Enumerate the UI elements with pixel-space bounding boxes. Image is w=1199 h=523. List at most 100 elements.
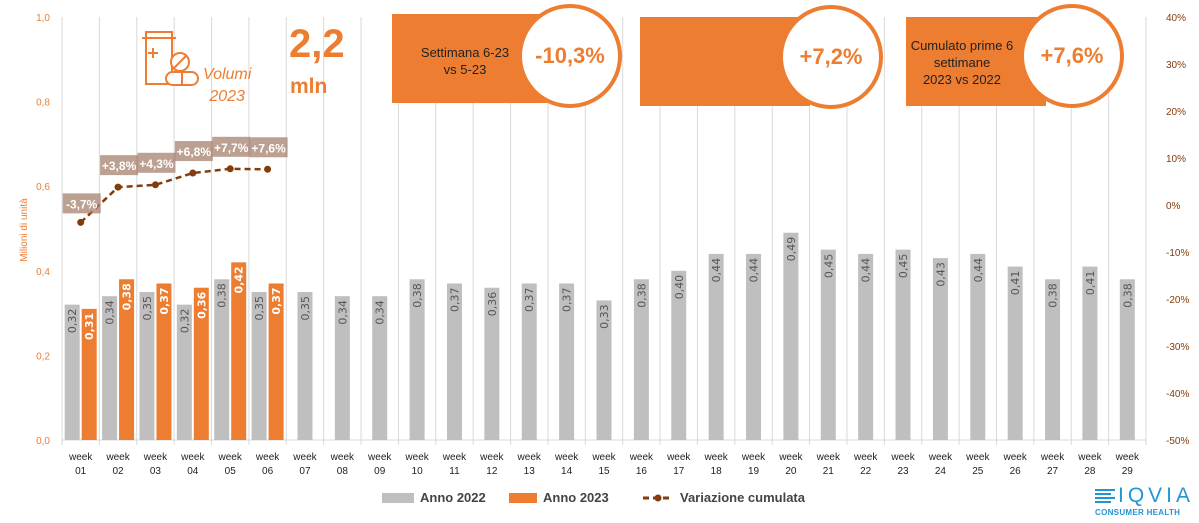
y2-tick-label: 0% bbox=[1166, 201, 1181, 212]
x-tick-label: week bbox=[479, 452, 504, 463]
x-tick-label-number: 06 bbox=[262, 466, 274, 477]
x-tick-label-number: 02 bbox=[113, 466, 125, 477]
bar-2022-label: 0,40 bbox=[673, 275, 686, 300]
x-tick-label: week bbox=[105, 452, 130, 463]
x-axis: week 01 week 02 week 03 week 04 week 05 week 06 week… bbox=[68, 452, 1140, 477]
x-tick-label-number: 18 bbox=[711, 466, 723, 477]
x-tick-label: week bbox=[890, 452, 915, 463]
cumulative-label-box bbox=[100, 155, 139, 176]
cumulative-line-point bbox=[114, 183, 122, 191]
x-tick-label-number: 12 bbox=[486, 466, 498, 477]
x-tick-label: week bbox=[255, 452, 280, 463]
cumulative-label-box bbox=[62, 193, 101, 214]
x-tick-label: week bbox=[404, 452, 429, 463]
x-tick-label-number: 24 bbox=[935, 466, 947, 477]
x-tick-label: week bbox=[666, 452, 691, 463]
bar-2022 bbox=[214, 279, 230, 440]
bar-2022-label: 0,32 bbox=[178, 309, 191, 334]
volumi-label: Volumi 2023 bbox=[203, 66, 252, 105]
x-tick-label-number: 10 bbox=[412, 466, 424, 477]
bar-2022-label: 0,38 bbox=[216, 283, 229, 308]
y2-tick-label: 20% bbox=[1166, 107, 1186, 118]
bar-2022 bbox=[783, 232, 799, 440]
legend-2022: Anno 2022 bbox=[382, 490, 486, 505]
bar-2022-label: 0,41 bbox=[1009, 271, 1022, 296]
x-tick-label: week bbox=[517, 452, 542, 463]
bar-2023 bbox=[81, 308, 97, 440]
x-tick-label: week bbox=[367, 452, 392, 463]
bar-2022 bbox=[446, 283, 462, 440]
x-tick-label: week bbox=[554, 452, 579, 463]
x-tick-label: week bbox=[928, 452, 953, 463]
cumulative-label-box bbox=[174, 141, 213, 162]
bar-2022 bbox=[596, 300, 612, 440]
x-tick-label-number: 26 bbox=[1010, 466, 1022, 477]
x-tick-label-number: 04 bbox=[187, 466, 199, 477]
y-tick-label: 0,0 bbox=[36, 436, 50, 447]
legend-2023: Anno 2023 bbox=[509, 490, 609, 505]
bar-2022 bbox=[1045, 279, 1061, 440]
bar-2022-label: 0,34 bbox=[104, 300, 117, 325]
x-tick-label-number: 23 bbox=[897, 466, 909, 477]
bar-2022 bbox=[64, 304, 80, 440]
kpi-circle-cumulative: +7,6% bbox=[1020, 4, 1124, 108]
x-tick-label-number: 17 bbox=[673, 466, 685, 477]
x-tick-label-number: 13 bbox=[524, 466, 536, 477]
cumulative-label: +7,6% bbox=[251, 141, 286, 155]
y-tick-label: 0,6 bbox=[36, 182, 50, 193]
y2-tick-label: 30% bbox=[1166, 60, 1186, 71]
bar-2023-label: 0,38 bbox=[121, 283, 134, 310]
bar-2022-label: 0,43 bbox=[934, 262, 947, 287]
total-volume-unit: mln bbox=[290, 75, 328, 98]
x-tick-label-number: 03 bbox=[150, 466, 162, 477]
pill-bottle-icon bbox=[140, 30, 202, 88]
bar-2022-label: 0,38 bbox=[635, 283, 648, 308]
y-axis-title: Milioni di unità bbox=[19, 198, 30, 262]
y-tick-label: 0,8 bbox=[36, 98, 50, 109]
bar-2023-label: 0,37 bbox=[270, 287, 283, 314]
bar-2022-label: 0,36 bbox=[486, 292, 499, 317]
legend-swatch-2023 bbox=[509, 492, 537, 503]
x-tick-label-number: 20 bbox=[785, 466, 797, 477]
bar-2022 bbox=[139, 291, 155, 440]
bar-2022-label: 0,44 bbox=[860, 258, 873, 283]
bar-2022 bbox=[102, 296, 118, 440]
cumulative-label: +6,8% bbox=[177, 145, 212, 159]
bar-2022 bbox=[708, 253, 724, 440]
cumulative-line-point bbox=[77, 218, 85, 226]
x-tick-label: week bbox=[816, 452, 841, 463]
bar-2023 bbox=[156, 283, 172, 440]
cumulative-line-path bbox=[79, 167, 268, 224]
y2-tick-label: 40% bbox=[1166, 13, 1186, 24]
y2-tick-label: -40% bbox=[1166, 389, 1189, 400]
bar-2023 bbox=[268, 283, 284, 440]
cumulative-label: +4,3% bbox=[139, 157, 174, 171]
x-tick-label-number: 14 bbox=[561, 466, 573, 477]
bar-2022-label: 0,49 bbox=[785, 237, 798, 261]
y-axis-right: -50% -40% -30% -20% -10% 0% 10% 20% 30% 40% bbox=[1166, 13, 1189, 447]
bar-2022-label: 0,44 bbox=[748, 258, 761, 283]
x-tick-label-number: 05 bbox=[225, 466, 237, 477]
cumulative-line-point bbox=[264, 165, 272, 173]
x-tick-label: week bbox=[629, 452, 654, 463]
x-tick-label: week bbox=[442, 452, 467, 463]
kpi-box-week-change-label: Settimana 6-23 vs 5-23 bbox=[420, 45, 510, 77]
iqvia-logo: IQVIA CONSUMER HEALTH bbox=[1095, 484, 1195, 517]
bar-2023-label: 0,42 bbox=[233, 266, 246, 293]
y2-tick-label: -20% bbox=[1166, 295, 1189, 306]
kpi-box-cumulative-label: Cumulato prime 6 settimane 2023 vs 2022 bbox=[910, 38, 1014, 87]
kpi-circle-week-change: -10,3% bbox=[518, 4, 622, 108]
bar-2022-label: 0,35 bbox=[299, 296, 312, 321]
bar-2023 bbox=[193, 287, 209, 440]
x-tick-label-number: 08 bbox=[337, 466, 349, 477]
legend-variazione: Variazione cumulata bbox=[642, 490, 805, 505]
bar-2022-label: 0,34 bbox=[374, 300, 387, 325]
bar-2022 bbox=[1119, 279, 1135, 440]
cumulative-label: -3,7% bbox=[66, 197, 98, 211]
bar-2022-label: 0,38 bbox=[1121, 283, 1134, 308]
bar-2022 bbox=[521, 283, 537, 440]
cumulative-line-point bbox=[226, 165, 234, 173]
bar-2022 bbox=[970, 253, 986, 440]
y-tick-label: 1,0 bbox=[36, 13, 50, 24]
